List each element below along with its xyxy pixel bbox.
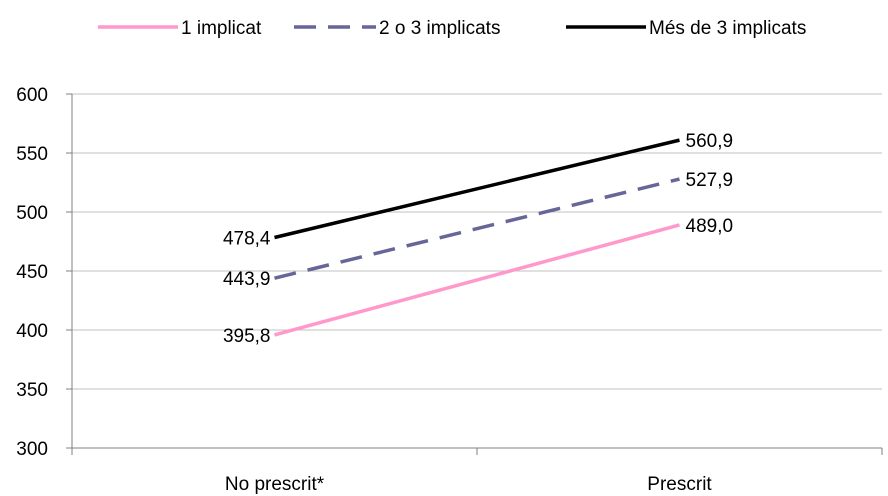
data-label: 489,0 <box>686 216 734 237</box>
data-label: 478,4 <box>223 228 271 249</box>
y-tick-label: 400 <box>16 321 48 342</box>
y-tick-label: 300 <box>16 439 48 460</box>
x-tick-label: No prescrit* <box>225 474 325 495</box>
legend-label: 1 implicat <box>181 18 262 39</box>
series-lines <box>274 138 680 337</box>
y-axis-ticks: 300 350 400 450 500 550 600 <box>16 85 72 460</box>
legend-label: Més de 3 implicats <box>649 18 806 39</box>
y-tick-label: 600 <box>16 85 48 106</box>
y-tick-label: 500 <box>16 203 48 224</box>
legend: 1 implicat 2 o 3 implicats Més de 3 implic… <box>98 18 806 39</box>
legend-label: 2 o 3 implicats <box>379 18 500 39</box>
y-tick-label: 550 <box>16 144 48 165</box>
series-line <box>274 177 680 280</box>
data-label: 560,9 <box>686 131 734 152</box>
y-tick-label: 350 <box>16 380 48 401</box>
data-labels: 395,8 489,0 443,9 527,9 478,4 560,9 <box>223 131 733 347</box>
gridlines <box>72 93 882 390</box>
x-axis-ticks: No prescrit* Prescrit <box>71 448 883 495</box>
series-line <box>274 138 680 240</box>
data-label: 395,8 <box>223 326 271 347</box>
series-line <box>274 223 680 337</box>
data-label: 527,9 <box>686 170 734 191</box>
y-tick-label: 450 <box>16 262 48 283</box>
data-label: 443,9 <box>223 269 271 290</box>
x-tick-label: Prescrit <box>647 474 712 495</box>
